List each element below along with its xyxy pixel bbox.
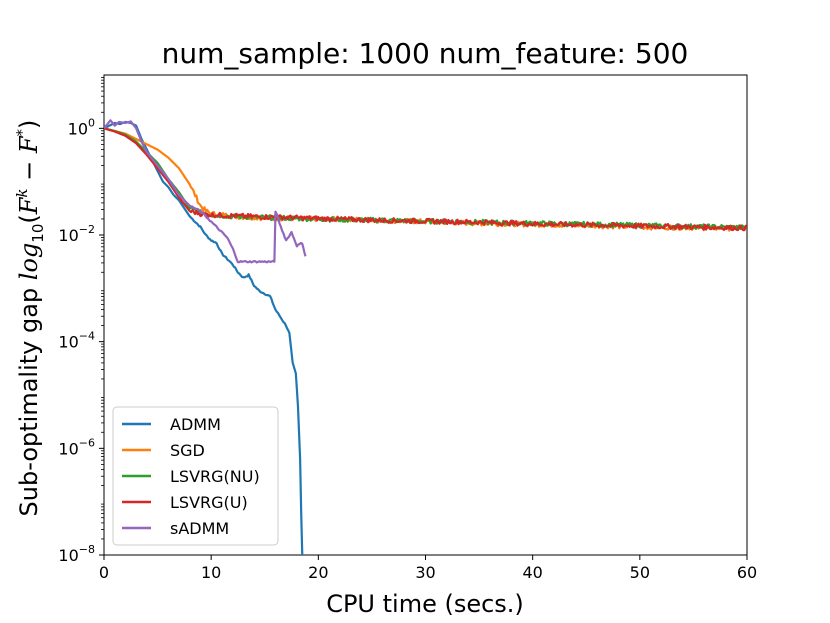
y-tick-label: 10−6 — [58, 436, 95, 458]
y-tick-label: 10−4 — [58, 330, 95, 352]
x-tick-label: 50 — [630, 563, 650, 582]
legend-label: SGD — [170, 441, 205, 460]
series-line-lsvrg-u — [104, 127, 747, 232]
legend-box — [112, 406, 279, 546]
x-tick-label: 60 — [737, 563, 757, 582]
y-tick-label: 10−8 — [58, 543, 95, 565]
y-tick-label: 10−2 — [58, 223, 95, 245]
x-tick-label: 20 — [308, 563, 328, 582]
legend-label: sADMM — [170, 519, 229, 538]
x-axis-label: CPU time (secs.) — [326, 590, 524, 618]
chart-title: num_sample: 1000 num_feature: 500 — [162, 37, 689, 70]
x-tick-label: 40 — [522, 563, 542, 582]
series-layer — [104, 119, 747, 555]
y-tick-label: 100 — [68, 116, 95, 138]
tick-layer: 0 10 20 30 40 50 60 100 10−2 10−4 10−6 10−8 — [58, 77, 757, 582]
legend-label: ADMM — [170, 415, 221, 434]
x-tick-label: 0 — [99, 563, 109, 582]
y-axis-label: Sub-optimality gap log10(Fk − F*) — [13, 120, 47, 517]
series-line-sadmm — [104, 119, 307, 264]
x-tick-label: 10 — [201, 563, 221, 582]
x-tick-label: 30 — [415, 563, 435, 582]
legend: ADMM SGD LSVRG(NU) LSVRG(U) sADMM — [112, 406, 279, 546]
legend-label: LSVRG(NU) — [170, 467, 260, 486]
legend-label: LSVRG(U) — [170, 493, 248, 512]
